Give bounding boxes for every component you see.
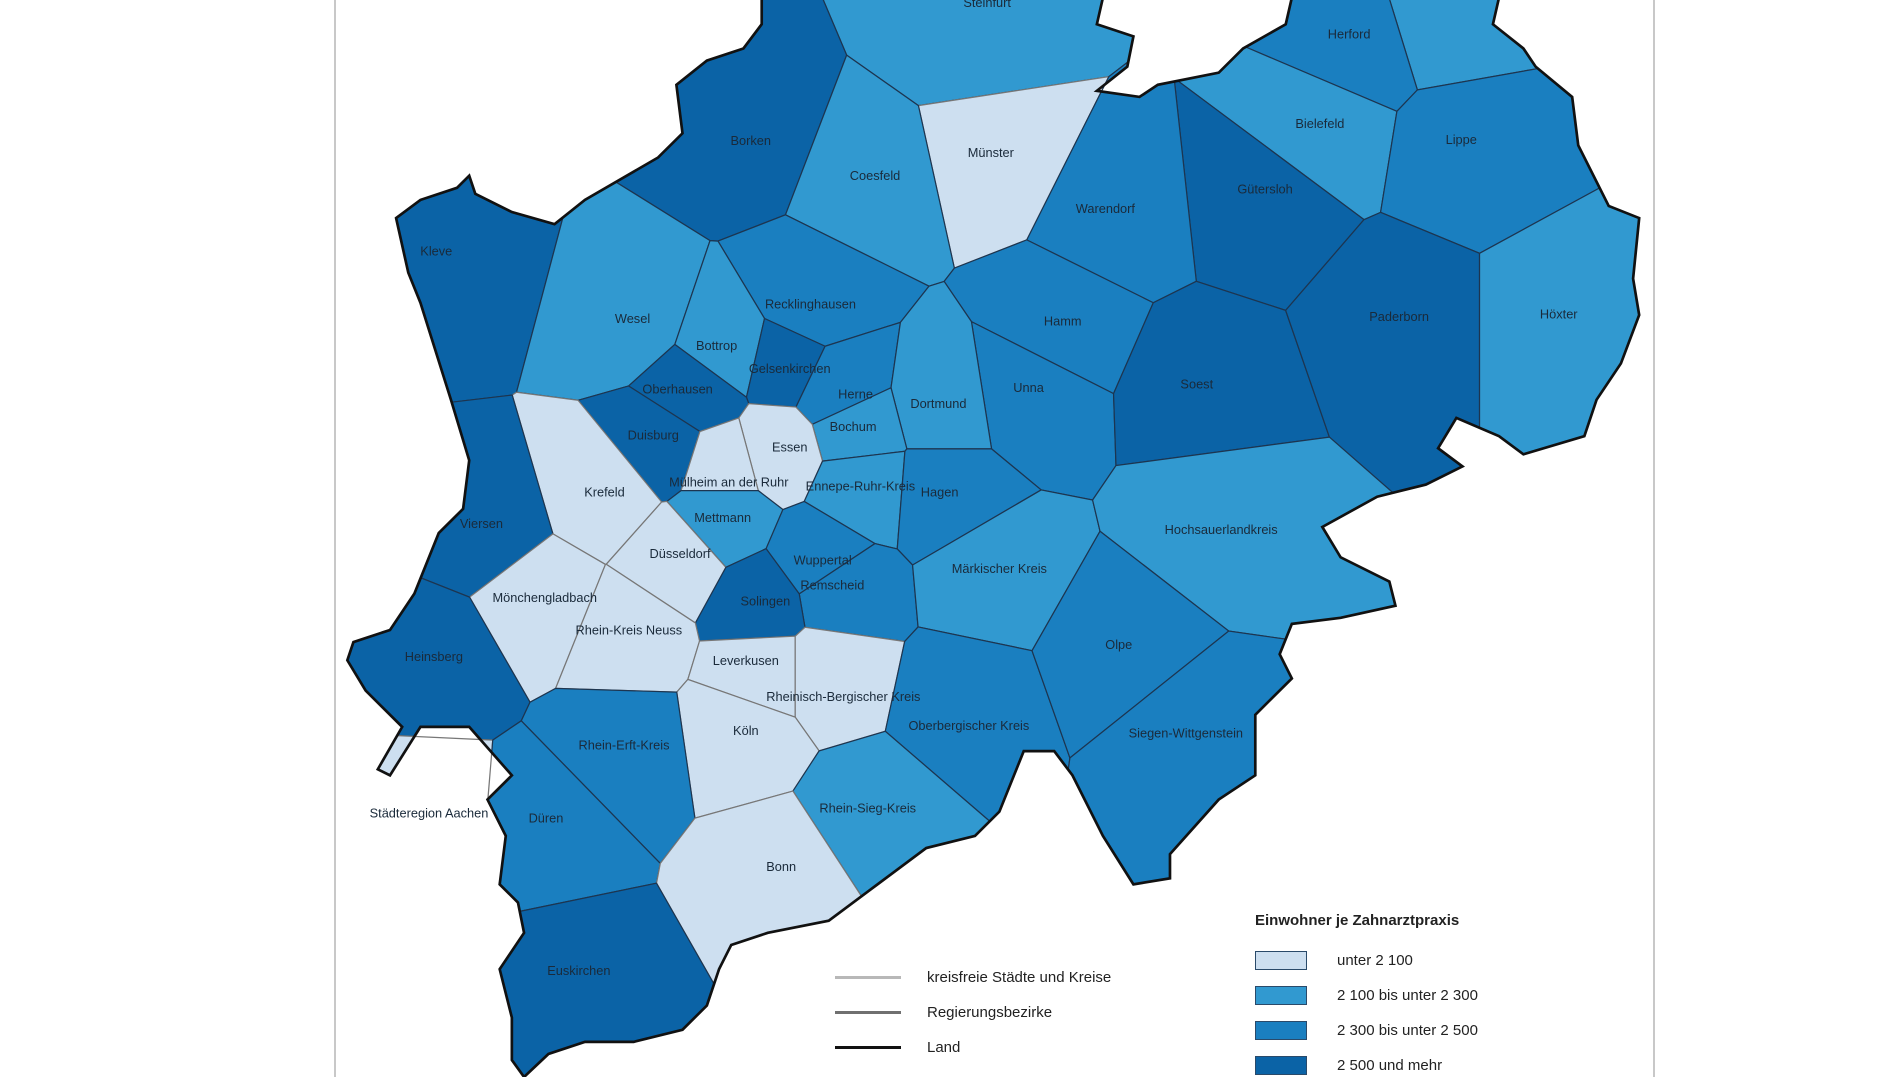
district-label: Bielefeld	[1295, 116, 1344, 131]
legend-label: unter 2 100	[1337, 952, 1413, 969]
district-label: Viersen	[460, 516, 503, 531]
region-line-sample	[835, 1011, 901, 1014]
district-label: Heinsberg	[405, 649, 463, 664]
legend-label: 2 500 und mehr	[1337, 1057, 1443, 1074]
boundary-legend: kreisfreie Städte und Kreise Regierungsb…	[835, 960, 1111, 1065]
legend-item: unter 2 100	[1255, 943, 1478, 978]
district-label: Euskirchen	[547, 963, 610, 978]
district-label: Borken	[730, 133, 771, 148]
district-line-sample	[835, 976, 901, 979]
district-label: Leverkusen	[713, 653, 779, 668]
district-label: Olpe	[1105, 637, 1132, 652]
district-label: Rhein-Sieg-Kreis	[819, 801, 916, 816]
district-label: Wuppertal	[794, 552, 852, 567]
district-label: Mettmann	[694, 510, 751, 525]
district-label: Oberbergischer Kreis	[908, 718, 1029, 733]
district-label: Steinfurt	[963, 0, 1011, 10]
state-line-sample	[835, 1046, 901, 1049]
district-label: Wesel	[615, 311, 650, 326]
district-label: Soest	[1180, 377, 1213, 392]
district-label: Köln	[733, 723, 759, 738]
legend-swatch	[1255, 1056, 1307, 1075]
district-label: Herford	[1328, 27, 1371, 42]
district-label: Kleve	[420, 243, 452, 258]
legend-swatch	[1255, 951, 1307, 970]
district-label: Remscheid	[800, 578, 864, 593]
district-label: Duisburg	[628, 428, 679, 443]
legend-item: 2 100 bis unter 2 300	[1255, 978, 1478, 1013]
legend-swatch	[1255, 986, 1307, 1005]
legend-item: 2 300 bis unter 2 500	[1255, 1013, 1478, 1048]
district-label: Düsseldorf	[649, 546, 711, 561]
frame-left-border	[334, 0, 336, 1077]
legend-item: 2 500 und mehr	[1255, 1048, 1478, 1083]
state-border	[345, 0, 1641, 1077]
district-label: Bonn	[766, 859, 796, 874]
district-label: Dortmund	[910, 396, 966, 411]
boundary-label: Land	[927, 1039, 961, 1056]
district-area	[890, 280, 993, 450]
district-label: Coesfeld	[850, 168, 900, 183]
district-label: Bochum	[830, 419, 877, 434]
boundary-legend-item: kreisfreie Städte und Kreise	[835, 960, 1111, 995]
district-label: Märkischer Kreis	[952, 561, 1047, 576]
legend-swatch	[1255, 1021, 1307, 1040]
boundary-label: kreisfreie Städte und Kreise	[927, 969, 1112, 986]
legend-label: 2 300 bis unter 2 500	[1337, 1022, 1478, 1039]
district-label: Warendorf	[1076, 201, 1136, 216]
legend-title: Einwohner je Zahnarztpraxis	[1255, 912, 1460, 929]
district-label: Herne	[838, 386, 873, 401]
district-label: Hagen	[921, 484, 959, 499]
district-label: Rheinisch-Bergischer Kreis	[766, 689, 920, 704]
district-label: Städteregion Aachen	[370, 806, 489, 821]
district-label: Hochsauerlandkreis	[1165, 522, 1278, 537]
district-label: Essen	[772, 440, 808, 455]
district-label: Düren	[529, 810, 564, 825]
district-label: Bottrop	[696, 338, 737, 353]
district-label: Siegen-Wittgenstein	[1129, 726, 1243, 741]
district-label: Mülheim an der Ruhr	[669, 475, 789, 490]
frame-right-border	[1653, 0, 1655, 1077]
district-label: Krefeld	[584, 484, 625, 499]
district-label: Rhein-Kreis Neuss	[576, 623, 683, 638]
district-label: Höxter	[1540, 306, 1578, 321]
district-label: Unna	[1013, 380, 1044, 395]
district-label: Mönchengladbach	[493, 590, 598, 605]
district-label: Gütersloh	[1237, 182, 1292, 197]
district-label: Münster	[968, 145, 1015, 160]
district-label: Gelsenkirchen	[749, 361, 831, 376]
district-label: Oberhausen	[642, 381, 712, 396]
district-label: Rhein-Erft-Kreis	[579, 738, 670, 753]
district-label: Paderborn	[1369, 309, 1429, 324]
boundary-label: Regierungsbezirke	[927, 1004, 1053, 1021]
district-label: Recklinghausen	[765, 297, 856, 312]
district-label: Hamm	[1044, 314, 1082, 329]
color-legend: Einwohner je Zahnarztpraxis unter 2 100 …	[1255, 912, 1478, 1083]
legend-label: 2 100 bis unter 2 300	[1337, 987, 1478, 1004]
boundary-legend-item: Regierungsbezirke	[835, 995, 1111, 1030]
district-label: Lippe	[1446, 132, 1477, 147]
district-label: Ennepe-Ruhr-Kreis	[806, 478, 915, 493]
boundary-legend-item: Land	[835, 1030, 1111, 1065]
district-label: Solingen	[740, 594, 790, 609]
